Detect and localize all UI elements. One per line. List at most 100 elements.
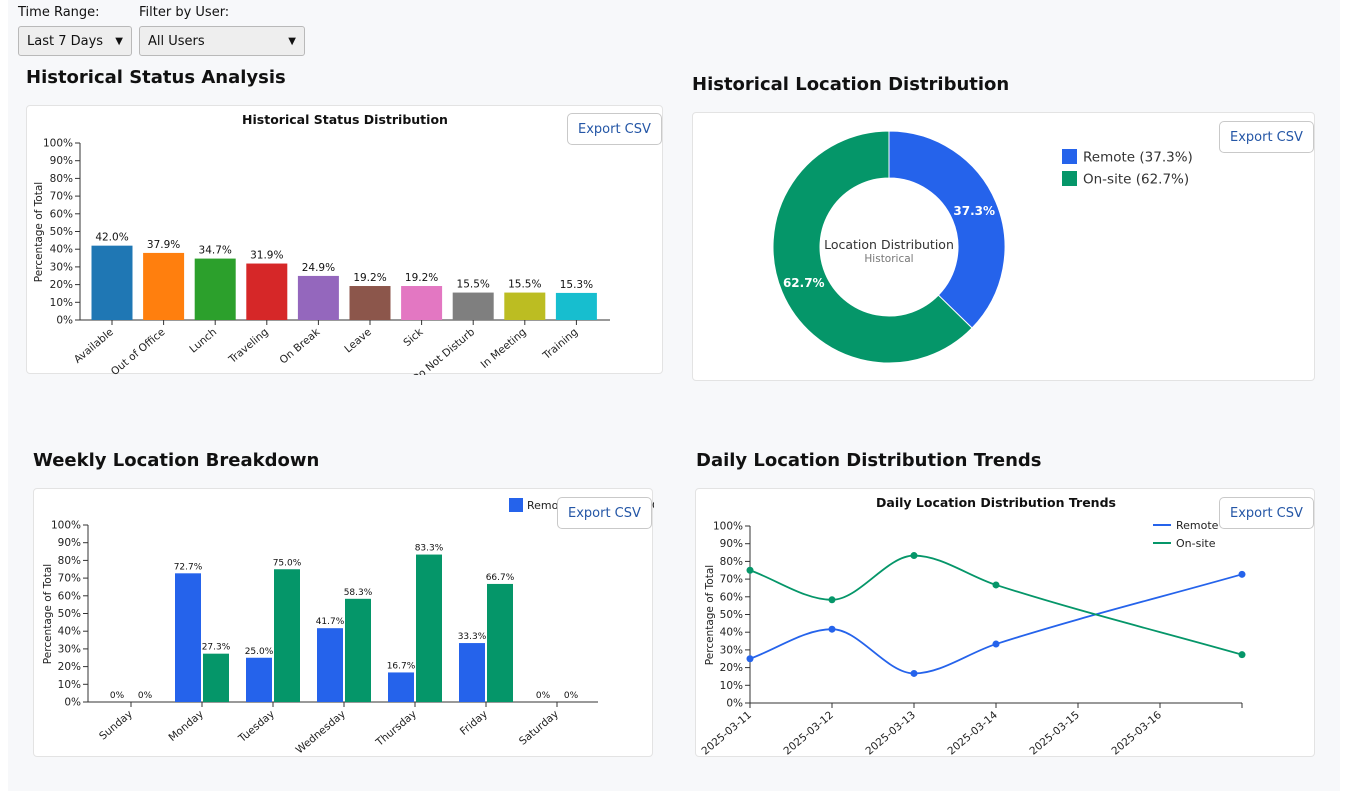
time-range-value: Last 7 Days	[27, 33, 104, 49]
data-label: 15.3%	[560, 279, 593, 291]
y-tick-label: 90%	[58, 537, 81, 549]
bar-in-meeting	[504, 292, 546, 320]
bar-on-site-friday	[487, 583, 513, 702]
export-csv-button[interactable]: Export CSV	[1219, 121, 1314, 153]
data-label: 0%	[138, 691, 153, 701]
x-tick-label: Traveling	[226, 326, 271, 366]
x-tick-label: Sick	[401, 326, 426, 350]
bar-on-site-tuesday	[274, 569, 300, 702]
export-csv-button[interactable]: Export CSV	[567, 113, 662, 145]
y-tick-label: 70%	[50, 191, 73, 203]
legend-swatch-remote	[509, 498, 523, 512]
point-remote	[828, 625, 836, 633]
export-csv-button[interactable]: Export CSV	[557, 497, 652, 529]
y-tick-label: 50%	[720, 609, 743, 621]
y-tick-label: 80%	[720, 556, 743, 568]
daily-section-title: Daily Location Distribution Trends	[696, 450, 1042, 471]
bar-on-site-thursday	[416, 554, 442, 702]
x-tick-label: Tuesday	[236, 708, 277, 745]
y-tick-label: 60%	[58, 590, 81, 602]
data-label: 37.9%	[147, 239, 180, 251]
chart-title: Historical Status Distribution	[242, 112, 448, 127]
data-label: 27.3%	[202, 643, 231, 653]
status-bar-chart: Historical Status Distribution 0% 10% 20% 30…	[33, 112, 610, 375]
bar-on-break	[297, 275, 339, 320]
data-label: 0%	[536, 691, 551, 701]
bar-remote-friday	[459, 643, 485, 702]
point-on-site	[992, 581, 1000, 589]
x-tick-label: Available	[72, 326, 116, 366]
bar-on-site-wednesday	[345, 598, 371, 702]
y-tick-label: 30%	[50, 261, 73, 273]
data-label: 83.3%	[415, 544, 444, 554]
x-tick-label: Friday	[458, 708, 490, 738]
y-tick-label: 90%	[720, 538, 743, 550]
location-section-title: Historical Location Distribution	[692, 74, 1010, 95]
data-label: 42.0%	[95, 232, 128, 244]
bar-remote-tuesday	[246, 657, 272, 702]
x-tick-label: Out of Office	[109, 326, 168, 375]
bar-training	[555, 292, 597, 320]
bar-do-not-disturb	[452, 292, 494, 320]
y-tick-label: 10%	[50, 297, 73, 309]
x-tick-label: Thursday	[373, 708, 419, 749]
donut-center-subtitle: Historical	[864, 253, 913, 265]
line-on-site	[749, 554, 1243, 656]
chevron-down-icon: ▼	[115, 35, 123, 47]
chart-title: Daily Location Distribution Trends	[876, 495, 1116, 510]
point-remote	[910, 669, 918, 677]
point-on-site	[1238, 651, 1246, 659]
bar-available	[91, 245, 133, 320]
slice-on-site	[772, 130, 973, 364]
x-tick-label: In Meeting	[479, 326, 529, 371]
legend-label: On-site	[1176, 537, 1216, 550]
bar-leave	[349, 286, 391, 320]
x-tick-label: On Break	[277, 326, 323, 367]
y-axis-label: Percentage of Total	[704, 565, 716, 665]
y-tick-label: 60%	[720, 591, 743, 603]
y-tick-label: 20%	[50, 279, 73, 291]
data-label: 24.9%	[302, 262, 335, 274]
y-tick-label: 30%	[720, 644, 743, 656]
location-donut-chart: 37.3% 62.7% Location DistributionHistorica…	[772, 130, 1193, 364]
time-range-select[interactable]: Last 7 Days ▼	[18, 26, 132, 56]
y-tick-label: 100%	[43, 138, 73, 150]
bar-remote-monday	[175, 573, 201, 702]
point-on-site	[746, 566, 754, 574]
data-label: 15.5%	[457, 279, 490, 291]
data-label: 31.9%	[250, 250, 283, 262]
x-tick-label: Monday	[166, 708, 205, 744]
user-filter-label: Filter by User:	[139, 5, 230, 20]
status-section-title: Historical Status Analysis	[26, 67, 286, 88]
y-tick-label: 90%	[50, 155, 73, 167]
y-tick-label: 10%	[720, 680, 743, 692]
bar-remote-thursday	[388, 672, 414, 702]
user-filter-select[interactable]: All Users ▼	[139, 26, 305, 56]
y-tick-label: 0%	[64, 697, 81, 709]
bar-on-site-monday	[203, 653, 229, 702]
y-tick-label: 50%	[50, 226, 73, 238]
time-range-label: Time Range:	[18, 5, 100, 20]
location-chart-card: 37.3% 62.7% Location Distribution Historica…	[692, 112, 1315, 381]
data-label: 75.0%	[273, 558, 302, 568]
bar-out-of-office	[143, 252, 185, 320]
bar-traveling	[246, 263, 288, 320]
data-label: 33.3%	[458, 632, 487, 642]
slice-remote	[888, 130, 1006, 329]
daily-line-chart: Daily Location Distribution Trends 0% 10% 2…	[699, 495, 1246, 758]
x-tick-label: Training	[540, 326, 580, 362]
y-tick-label: 40%	[58, 626, 81, 638]
x-tick-label: 2025-03-11	[699, 709, 753, 757]
x-tick-label: Wednesday	[294, 708, 348, 756]
y-tick-label: 80%	[50, 173, 73, 185]
y-tick-label: 80%	[58, 555, 81, 567]
x-tick-label: 2025-03-16	[1109, 709, 1164, 758]
chevron-down-icon: ▼	[288, 35, 296, 47]
export-csv-button[interactable]: Export CSV	[1219, 497, 1314, 529]
weekly-chart-card: RemoteOn-site0%10%20%30%40%50%60%70%80%9…	[33, 488, 654, 757]
point-remote	[992, 640, 1000, 648]
slice-label: 37.3%	[953, 204, 995, 218]
y-tick-label: 0%	[726, 698, 743, 710]
status-chart-card: Historical Status Distribution 0% 10% 20% 30…	[26, 105, 663, 375]
data-label: 41.7%	[316, 617, 345, 627]
